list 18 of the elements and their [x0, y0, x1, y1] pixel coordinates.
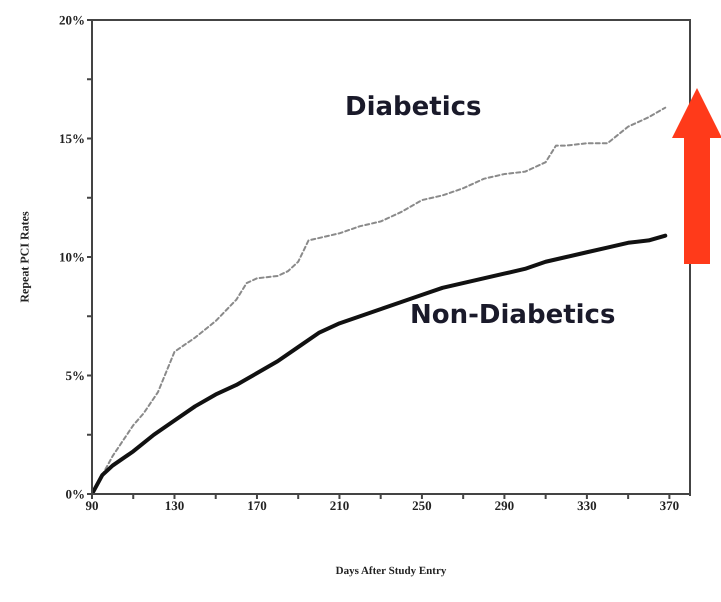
x-tick-label: 370 [660, 498, 680, 514]
x-tick-label: 170 [247, 498, 267, 514]
line-series [92, 234, 668, 494]
series-label: Non-Diabetics [410, 300, 616, 330]
text: Diabetics [345, 92, 482, 122]
y-tick-label: 20% [59, 12, 85, 28]
x-tick-label: 210 [330, 498, 350, 514]
x-tick-label: 90 [86, 498, 98, 514]
y-tick-label: 10% [59, 250, 85, 265]
y-tick-label: 5% [66, 368, 85, 384]
x-tick-label: 290 [494, 498, 514, 514]
y-tick-label: 15% [59, 131, 85, 146]
x-tick-label: 250 [412, 498, 432, 514]
x-tick-label: 330 [577, 498, 597, 514]
y-tick-label: 0% [66, 486, 85, 502]
x-axis-title: Days After Study Entry [336, 565, 447, 577]
y-axis-title: Repeat PCI Rates [17, 211, 32, 303]
x-tick-label: 130 [164, 498, 184, 514]
